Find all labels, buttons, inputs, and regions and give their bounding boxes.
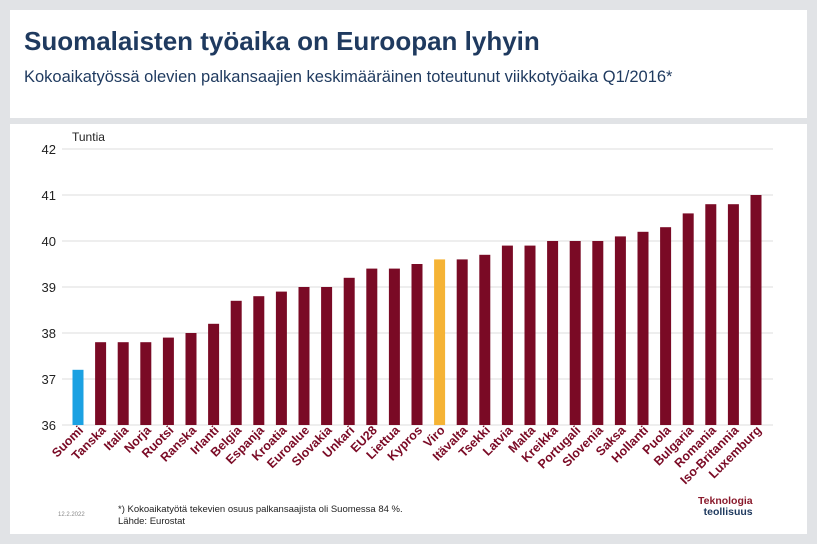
- bar-norja: [140, 342, 152, 425]
- bar-kreikka: [547, 241, 559, 425]
- bar-tsekki: [479, 254, 491, 425]
- bar-italia: [117, 342, 129, 425]
- bar-irlanti: [208, 323, 220, 425]
- bar-espanja: [253, 296, 265, 425]
- bar-itävalta: [456, 259, 468, 425]
- bar-unkari: [343, 277, 355, 425]
- bar-tanska: [95, 342, 107, 425]
- bar-puola: [660, 227, 672, 425]
- bar-iso-britannia: [727, 204, 739, 425]
- bar-ruotsi: [162, 337, 174, 425]
- bar-ranska: [185, 333, 197, 425]
- page-subtitle: Kokoaikatyössä olevien palkansaajien kes…: [24, 68, 673, 86]
- bar-liettua: [388, 268, 400, 425]
- bar-slovenia: [592, 241, 604, 425]
- bar-kroatia: [275, 291, 287, 425]
- bar-euroalue: [298, 287, 310, 425]
- bar-bulgaria: [682, 213, 694, 425]
- bar-portugali: [569, 241, 581, 425]
- bar-eu28: [366, 268, 378, 425]
- footnote: *) Kokoaikatyötä tekevien osuus palkansa…: [118, 504, 403, 528]
- bar-kypros: [411, 264, 423, 425]
- page-title: Suomalaisten työaika on Euroopan lyhyin: [24, 26, 540, 56]
- y-tick-label: 37: [42, 372, 56, 387]
- y-tick-label: 42: [42, 142, 56, 157]
- y-tick-label: 41: [42, 188, 56, 203]
- y-tick-label: 38: [42, 326, 56, 341]
- y-tick-label: 39: [42, 280, 56, 295]
- bar-viro: [434, 259, 446, 425]
- bar-malta: [524, 245, 536, 425]
- y-tick-label: 40: [42, 234, 56, 249]
- bar-latvia: [501, 245, 513, 425]
- y-axis-label: Tuntia: [72, 130, 105, 144]
- logo-line-2: teollisuus: [703, 506, 753, 518]
- source-text: Lähde: Eurostat: [118, 516, 186, 527]
- footnote-text: *) Kokoaikatyötä tekevien osuus palkansa…: [118, 504, 403, 515]
- bar-suomi: [72, 369, 84, 425]
- bar-romania: [705, 204, 717, 425]
- brand-logo: Teknologia teollisuus: [698, 496, 753, 518]
- chart-panel: [10, 124, 807, 534]
- bar-hollanti: [637, 231, 649, 425]
- date-label: 12.2.2022: [58, 512, 85, 518]
- y-tick-label: 36: [42, 418, 56, 433]
- bar-saksa: [614, 236, 626, 425]
- bar-slovakia: [321, 287, 333, 425]
- y-ticks: 36 37 38 39 40 41 42: [42, 142, 56, 433]
- bar-luxemburg: [750, 195, 762, 425]
- bar-belgia: [230, 300, 242, 425]
- header-panel: [10, 10, 807, 118]
- category-labels: SuomiTanskaItaliaNorjaRuotsiRanskaIrlant…: [49, 422, 764, 487]
- bars: [72, 195, 762, 425]
- logo-line-1: Teknologia: [698, 495, 753, 507]
